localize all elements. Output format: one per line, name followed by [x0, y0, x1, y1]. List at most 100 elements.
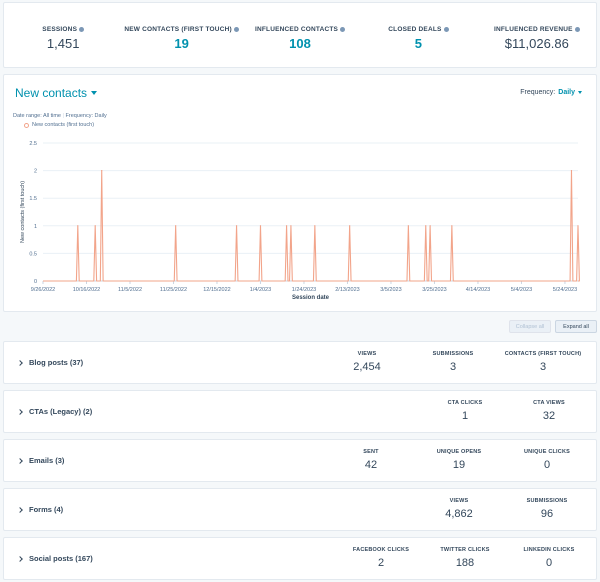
info-icon[interactable]: [574, 27, 580, 32]
y-tick-label: 0: [34, 279, 37, 285]
section-title: Forms (4): [29, 505, 64, 514]
caret-down-icon: [91, 91, 98, 95]
kpi-value[interactable]: 19: [174, 36, 189, 51]
kpi-value[interactable]: 5: [414, 36, 423, 51]
collapse-all-button[interactable]: Collapse all: [509, 320, 551, 333]
section-toggle[interactable]: CTAs (Legacy) (2): [17, 391, 92, 432]
chart-legend[interactable]: New contacts (first touch): [24, 122, 94, 128]
stat: SENT 42: [326, 449, 416, 471]
x-tick-label: 11/5/2022: [118, 287, 142, 293]
stat: TWITTER CLICKS 188: [420, 547, 510, 569]
stat: SUBMISSIONS 3: [408, 351, 498, 373]
frequency-label: Frequency:: [520, 89, 556, 96]
chart-meta: Date range: All time | Frequency: Daily: [13, 113, 107, 119]
stat-value: 3: [539, 361, 547, 373]
section-toggle[interactable]: Blog posts (37): [17, 342, 84, 383]
chevron-right-icon: [17, 359, 23, 366]
data-point: [235, 225, 238, 227]
stat-value: 0: [545, 557, 553, 569]
legend-marker-icon: [24, 122, 29, 128]
data-point: [570, 170, 573, 172]
section-toggle[interactable]: Forms (4): [17, 489, 64, 530]
stat-value: 42: [364, 459, 378, 471]
kpi-influenced-contacts: INFLUENCED CONTACTS 108: [241, 3, 359, 67]
stat-value: 188: [455, 557, 475, 569]
kpi-summary-bar: SESSIONS 1,451 NEW CONTACTS (FIRST TOUCH…: [3, 2, 597, 68]
x-tick-label: 9/26/2022: [31, 287, 55, 293]
caret-down-icon: [578, 91, 582, 94]
stat: CONTACTS (FIRST TOUCH) 3: [498, 351, 588, 373]
chevron-right-icon: [17, 457, 23, 464]
kpi-label: INFLUENCED REVENUE: [493, 26, 573, 33]
y-tick-label: 0.5: [29, 251, 37, 257]
x-tick-label: 3/5/2023: [380, 287, 401, 293]
x-tick-label: 2/13/2023: [335, 287, 359, 293]
stat: UNIQUE CLICKS 0: [502, 449, 592, 471]
stat-label: LINKEDIN CLICKS: [523, 547, 575, 553]
x-tick-label: 3/25/2023: [422, 287, 446, 293]
section-emails: Emails (3) SENT 42 UNIQUE OPENS 19 UNIQUE …: [3, 439, 597, 482]
section-ctas: CTAs (Legacy) (2) CTA CLICKS 1 CTA VIEWS 3…: [3, 390, 597, 433]
frequency-dropdown[interactable]: Daily: [558, 89, 582, 96]
chevron-right-icon: [17, 506, 23, 513]
data-point: [175, 225, 177, 227]
kpi-value[interactable]: 108: [289, 36, 311, 51]
stat: FACEBOOK CLICKS 2: [336, 547, 426, 569]
data-point: [451, 225, 453, 227]
legend-label: New contacts (first touch): [32, 122, 95, 128]
info-icon[interactable]: [233, 27, 239, 32]
data-point: [314, 225, 316, 227]
info-icon[interactable]: [79, 27, 85, 32]
stat-label: CTA VIEWS: [533, 400, 565, 406]
kpi-label: NEW CONTACTS (FIRST TOUCH): [124, 26, 232, 33]
frequency-control: Frequency: Daily: [520, 89, 582, 96]
stat-value: 96: [540, 508, 554, 520]
x-tick-label: 11/25/2022: [160, 287, 187, 293]
chart-metric-dropdown[interactable]: New contacts: [15, 86, 98, 100]
stat-label: CONTACTS (FIRST TOUCH): [504, 351, 582, 357]
data-point: [285, 225, 288, 227]
stat-label: SUBMISSIONS: [526, 498, 568, 504]
stat-value: 32: [542, 410, 556, 422]
section-title: Blog posts (37): [29, 358, 84, 367]
data-point: [349, 225, 351, 227]
section-social-posts: Social posts (167) FACEBOOK CLICKS 2 TWIT…: [3, 537, 597, 580]
section-toggle[interactable]: Emails (3): [17, 440, 64, 481]
stat-label: FACEBOOK CLICKS: [352, 547, 410, 553]
y-tick-label: 1: [34, 224, 37, 230]
kpi-new-contacts: NEW CONTACTS (FIRST TOUCH) 19: [122, 3, 240, 67]
stat-value: 0: [543, 459, 551, 471]
data-point: [94, 225, 96, 227]
stat-label: CTA CLICKS: [447, 400, 483, 406]
kpi-value: $11,026.86: [504, 36, 569, 51]
data-point: [577, 225, 579, 227]
section-toggle[interactable]: Social posts (167): [17, 538, 93, 579]
chart-title: New contacts: [15, 86, 88, 100]
chevron-right-icon: [17, 555, 23, 562]
stat-value: 2: [377, 557, 385, 569]
info-icon[interactable]: [443, 27, 449, 32]
kpi-value: 1,451: [46, 36, 80, 51]
info-icon[interactable]: [340, 27, 346, 32]
y-axis-title: New contacts (first touch): [20, 181, 26, 243]
stat: CTA CLICKS 1: [420, 400, 510, 422]
frequency-value: Daily: [558, 89, 575, 96]
data-point: [429, 225, 431, 227]
stat: LINKEDIN CLICKS 0: [504, 547, 594, 569]
date-range-text: Date range: All time: [13, 113, 61, 119]
x-tick-label: 4/14/2023: [466, 287, 490, 293]
data-point: [259, 225, 262, 227]
stat-value: 19: [452, 459, 466, 471]
stat-label: SENT: [363, 449, 379, 455]
new-contacts-chart-card: 0 0.5 1 1.5 2 2.5 9/26/2022 10/16/2022 11/5/2022…: [3, 74, 597, 312]
kpi-label: INFLUENCED CONTACTS: [254, 26, 339, 33]
stat: VIEWS 2,454: [322, 351, 412, 373]
kpi-closed-deals: CLOSED DEALS 5: [359, 3, 477, 67]
section-title: Social posts (167): [29, 554, 93, 563]
expand-all-button[interactable]: Expand all: [555, 320, 597, 333]
stat-label: VIEWS: [357, 351, 377, 357]
stat-label: TWITTER CLICKS: [440, 547, 490, 553]
line-chart: 0 0.5 1 1.5 2 2.5 9/26/2022 10/16/2022 11/5/2022…: [20, 141, 580, 301]
series-line: [43, 170, 580, 282]
kpi-label: SESSIONS: [42, 26, 78, 33]
